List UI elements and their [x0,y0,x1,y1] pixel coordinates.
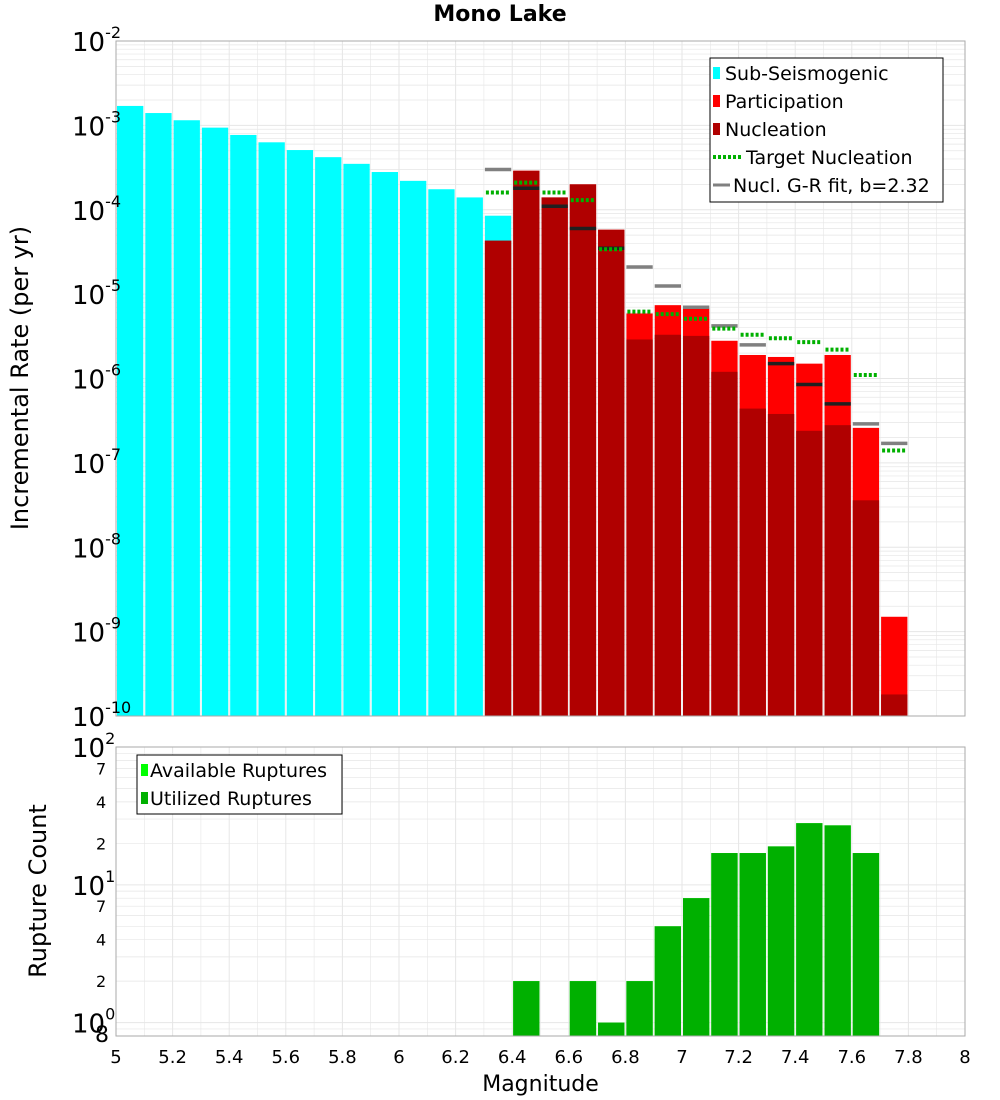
x-tick-label: 5.8 [328,1047,357,1068]
x-axis-label: Magnitude [482,1072,599,1097]
bottom-legend-box [136,754,343,815]
top-legend-label: Sub-Seismogenic [725,63,889,85]
legend-swatch-participation [713,95,720,107]
sub-seismogenic-bar [456,197,483,717]
utilized-ruptures-bar [569,981,597,1036]
sub-seismogenic-bar [343,163,370,717]
bottom-y-tick-label: 7 [96,897,106,916]
nucleation-bar [881,694,908,716]
nucleation-bar [541,197,568,717]
top-legend-label: Nucleation [725,119,827,141]
x-tick-label: 6.6 [554,1047,583,1068]
x-tick-label: 5.2 [158,1047,187,1068]
nucleation-bar [683,335,710,716]
x-tick-label: 7.2 [724,1047,753,1068]
utilized-ruptures-bar [796,823,823,1036]
top-legend-label: Participation [725,91,844,113]
top-legend-box [709,57,944,203]
bottom-y-tick-label: 4 [96,931,106,950]
bottom-y-tick-label: 101 [72,867,115,902]
top-legend-label: Target Nucleation [745,147,913,169]
top-y-tick-label: 10-4 [72,192,121,227]
nucleation-bar [626,339,653,716]
nucleation-bar [767,413,795,716]
legend-swatch-nucleation [713,123,720,135]
nucleation-bar [513,170,540,716]
top-y-tick-label: 10-10 [72,698,131,733]
x-tick-label: 6.8 [611,1047,640,1068]
nucleation-bar [852,500,880,716]
utilized-ruptures-bar [598,1022,625,1036]
utilized-ruptures-bar [683,898,710,1036]
x-tick-label: 7 [676,1047,687,1068]
top-plot-frame [115,40,966,717]
bottom-y-tick-label: 2 [96,834,106,853]
utilized-ruptures-bar [767,846,795,1036]
top-y-tick-label: 10-8 [72,529,121,564]
top-y-tick-label: 10-7 [72,445,121,480]
x-tick-label: 5.6 [271,1047,300,1068]
bottom-legend-label: Utilized Ruptures [150,788,312,810]
utilized-ruptures-bar [824,825,851,1036]
bottom-y-tick-label: 4 [96,793,106,812]
nucleation-bar [569,184,597,717]
utilized-ruptures-bar [739,853,766,1036]
top-y-tick-label: 10-5 [72,276,121,311]
nucleation-bar [654,334,681,716]
legend-swatch-sub-seismogenic [713,67,720,79]
utilized-ruptures-bar [852,853,880,1036]
chart-title: Mono Lake [433,2,567,27]
utilized-ruptures-bar [654,926,681,1036]
bottom-y-tick-label: 8 [95,1023,109,1048]
legend-swatch-utilized [141,792,148,804]
x-tick-label: 6.2 [441,1047,470,1068]
bottom-plot-frame [115,746,966,1037]
x-tick-label: 7.4 [781,1047,810,1068]
sub-seismogenic-bar [400,180,427,716]
bottom-y-tick-label: 7 [96,759,106,778]
sub-seismogenic-bar [145,113,172,716]
top-y-tick-label: 10-2 [72,23,121,58]
sub-seismogenic-bar [201,127,229,716]
nucleation-bar [739,408,766,716]
x-tick-label: 7.6 [837,1047,866,1068]
nucleation-bar [598,229,625,717]
sub-seismogenic-bar [173,120,200,717]
sub-seismogenic-bar [230,134,257,717]
sub-seismogenic-bar [117,105,144,717]
x-tick-label: 5 [110,1047,121,1068]
utilized-ruptures-bar [711,853,738,1036]
top-y-tick-label: 10-9 [72,614,121,649]
top-y-tick-label: 10-6 [72,361,121,396]
top-y-axis-label: Incremental Rate (per yr) [6,226,34,530]
bottom-y-tick-label: 100 [72,1005,115,1040]
sub-seismogenic-bar [286,150,314,716]
bottom-y-tick-label: 2 [96,972,106,991]
sub-seismogenic-bar [315,157,342,717]
utilized-ruptures-bar [626,981,653,1036]
x-tick-label: 7.8 [894,1047,923,1068]
bottom-legend-label: Available Ruptures [150,760,327,782]
nucleation-bar [824,425,851,716]
sub-seismogenic-bar [428,189,455,717]
top-legend-label: Nucl. G-R fit, b=2.32 [733,175,930,197]
bottom-y-axis-label: Rupture Count [24,804,52,978]
top-y-tick-label: 10-3 [72,107,121,142]
x-tick-label: 5.4 [215,1047,244,1068]
bottom-y-tick-label: 102 [72,729,115,764]
nucleation-bar [711,371,738,716]
x-tick-label: 8 [959,1047,970,1068]
legend-swatch-available [141,764,148,776]
sub-seismogenic-bar [258,142,285,716]
x-tick-label: 6.4 [498,1047,527,1068]
x-tick-label: 6 [393,1047,404,1068]
nucleation-bar [796,430,823,716]
nucleation-bar [484,240,512,717]
utilized-ruptures-bar [513,981,540,1036]
sub-seismogenic-bar [371,172,398,716]
